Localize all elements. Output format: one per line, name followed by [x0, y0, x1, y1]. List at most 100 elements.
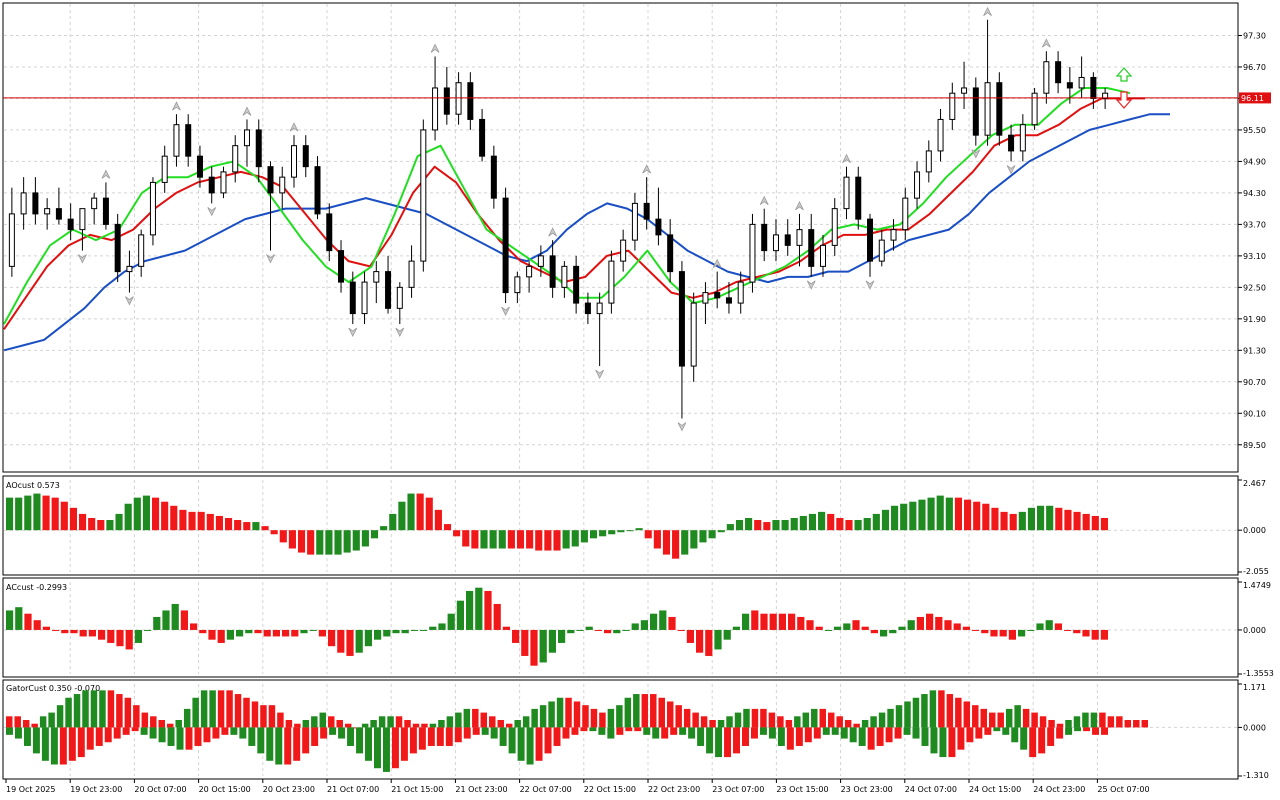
- ao-bar: [115, 513, 123, 531]
- gator-upper-bar: [99, 690, 106, 728]
- gator-lower-bar: [347, 727, 355, 746]
- ao-bar: [763, 522, 771, 531]
- ao-bar: [398, 501, 406, 531]
- ac-bar: [1045, 620, 1053, 630]
- gator-pane[interactable]: GatorCust 0.350 -0.070 1.171 0.000 -1.310: [2, 679, 1269, 780]
- candle-body: [937, 118, 944, 152]
- time-tick-label: 25 Oct 07:00: [1097, 785, 1149, 794]
- gator-upper-bar: [921, 694, 928, 728]
- gator-upper-bar: [1107, 716, 1115, 728]
- gator-upper-bar: [692, 712, 699, 728]
- gator-lower-bar: [580, 727, 588, 732]
- gator-upper-bar: [387, 716, 394, 728]
- gator-lower-bar: [1002, 727, 1010, 735]
- candle: [737, 271, 744, 314]
- gator-upper-bar: [277, 712, 284, 728]
- ao-bar: [316, 530, 324, 555]
- candle: [1031, 87, 1038, 130]
- gator-lower-bar: [418, 727, 426, 750]
- ac-bar: [1064, 629, 1072, 631]
- ac-bar: [907, 620, 915, 630]
- gator-upper-bar: [887, 708, 894, 728]
- gator-lower-bar: [490, 727, 498, 739]
- candle-body: [8, 213, 15, 267]
- candle: [772, 219, 779, 262]
- candle: [725, 282, 732, 314]
- candle: [596, 292, 603, 367]
- time-tick-label: 20 Oct 07:00: [134, 785, 186, 794]
- candle-body: [867, 218, 874, 262]
- ao-bar: [288, 530, 296, 549]
- candle-body: [279, 176, 286, 194]
- ac-bar: [328, 629, 336, 647]
- ac-bar: [254, 629, 262, 634]
- ao-bar: [863, 517, 871, 531]
- gator-lower-bar: [302, 727, 310, 754]
- gator-lower-bar: [822, 727, 830, 735]
- price-tick-label: 94.90: [1243, 157, 1266, 166]
- ao-bar: [516, 530, 525, 549]
- gator-lower-bar: [104, 727, 112, 743]
- gator-upper-bar: [997, 712, 1004, 728]
- ac-bar: [631, 623, 639, 630]
- gator-lower-bar: [409, 727, 417, 754]
- gator-lower-bar: [876, 727, 884, 746]
- ao-bar: [124, 503, 132, 531]
- candle-body: [1090, 76, 1097, 99]
- ao-bar: [653, 530, 661, 549]
- gator-upper-bar: [1039, 716, 1047, 728]
- candle-body: [984, 82, 991, 136]
- candle-body: [385, 271, 392, 309]
- ac-bar: [686, 629, 694, 643]
- gator-lower-bar: [661, 727, 669, 739]
- candle: [91, 192, 98, 225]
- price-pane[interactable]: 97.3096.7096.1095.5094.9094.3093.7093.10…: [2, 2, 1271, 473]
- ac-pane[interactable]: ACcust -0.2993 1.4749 0.000 -1.3553: [2, 577, 1274, 678]
- gator-lower-bar: [1029, 727, 1037, 758]
- candle-body: [761, 223, 768, 252]
- ao-bar: [224, 517, 233, 531]
- gator-lower-bar: [795, 727, 803, 746]
- ao-bar: [188, 511, 196, 531]
- candle-body: [620, 239, 627, 262]
- ac-bar: [1027, 629, 1035, 631]
- gator-lower-bar: [167, 727, 175, 746]
- candles[interactable]: [8, 19, 1109, 419]
- gator-lower-bar: [975, 727, 983, 739]
- candle: [138, 229, 145, 277]
- gator-lower-bar: [742, 727, 749, 746]
- ao-bar: [589, 530, 598, 539]
- ac-bar: [926, 613, 934, 630]
- ac-bar: [52, 629, 60, 631]
- ao-bar: [443, 524, 452, 531]
- candle-body: [420, 129, 427, 262]
- gator-upper-bar: [760, 708, 767, 728]
- ac-bar: [226, 629, 234, 640]
- ac-bar: [107, 629, 115, 643]
- ao-bar: [279, 530, 287, 543]
- fractal-down-icon: [395, 327, 405, 337]
- gator-upper-bar: [167, 723, 174, 728]
- gator-lower-bar: [1011, 727, 1019, 743]
- candle: [972, 77, 979, 146]
- fractal-up-icon: [548, 227, 557, 237]
- candle-body: [643, 202, 650, 220]
- candle: [243, 119, 250, 167]
- ao-bar: [526, 530, 534, 549]
- ao-bar: [370, 530, 379, 539]
- candle: [20, 177, 27, 230]
- ao-pane[interactable]: AOcust 0.573 2.467 0.000 -2.055: [2, 475, 1269, 576]
- ao-bar: [498, 530, 506, 549]
- current-price-label: 96.11: [1241, 94, 1264, 103]
- candle-body: [20, 192, 27, 215]
- fractal-up-icon: [1041, 38, 1051, 48]
- ac-bar: [475, 587, 483, 630]
- gator-upper-bar: [480, 712, 488, 728]
- gator-lower-bar: [257, 727, 265, 754]
- gator-lower-bar: [248, 727, 256, 746]
- ao-bar: [982, 503, 990, 531]
- gator-bars: [6, 690, 1148, 772]
- ao-bar: [234, 520, 242, 531]
- gator-lower-bar: [652, 727, 660, 739]
